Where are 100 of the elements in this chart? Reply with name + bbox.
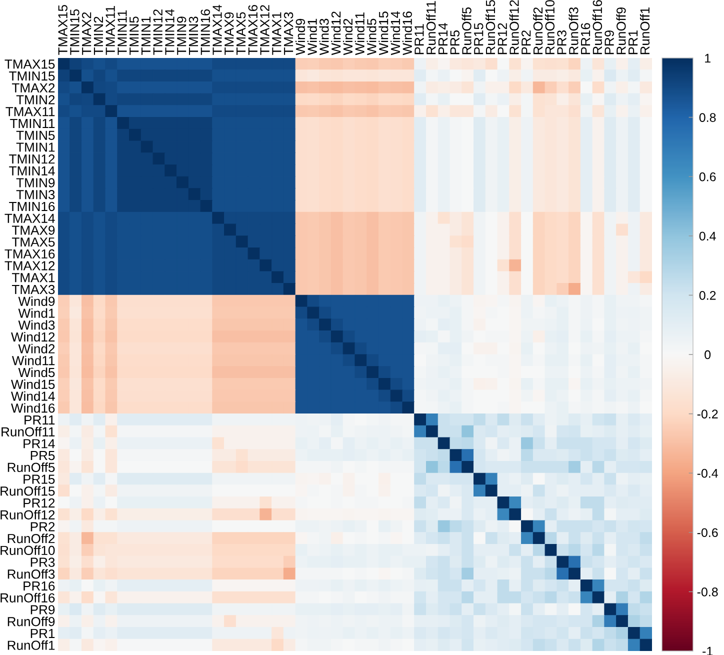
x-tick-label: PR3 bbox=[557, 30, 566, 54]
y-tick-label: PR11 bbox=[24, 415, 55, 424]
x-tick-label: RunOff2 bbox=[533, 7, 543, 54]
color-bar-label: 0.2 bbox=[699, 291, 716, 300]
x-tick-label: Wind9 bbox=[295, 18, 306, 56]
y-tick-label: Wind15 bbox=[11, 379, 55, 390]
y-tick-label: PR3 bbox=[30, 558, 55, 567]
x-tick-label: PR9 bbox=[604, 30, 614, 54]
y-tick-label: TMAX3 bbox=[12, 284, 55, 294]
x-tick-label: PR1 bbox=[628, 30, 638, 54]
x-tick-label: RunOff15 bbox=[486, 0, 496, 54]
x-tick-label: RunOff16 bbox=[592, 0, 602, 54]
y-tick-label: Wind5 bbox=[18, 368, 55, 378]
y-tick-label: TMIN16 bbox=[9, 202, 55, 212]
x-tick-label: TMIN1 bbox=[141, 16, 150, 55]
x-tick-label: PR12 bbox=[498, 23, 507, 54]
y-tick-label: TMIN3 bbox=[16, 190, 55, 200]
x-tick-label: PR2 bbox=[522, 30, 531, 54]
y-tick-label: Wind3 bbox=[18, 320, 55, 330]
x-tick-label: TMIN3 bbox=[188, 16, 198, 55]
x-tick-label: Wind5 bbox=[366, 18, 376, 56]
x-tick-label: TMAX3 bbox=[284, 12, 294, 55]
y-tick-label: RunOff12 bbox=[0, 510, 55, 520]
x-tick-label: Wind14 bbox=[390, 11, 400, 56]
x-tick-label: TMIN2 bbox=[94, 16, 103, 55]
y-tick-label: TMAX11 bbox=[6, 107, 55, 116]
x-tick-label: RunOff1 bbox=[640, 7, 650, 54]
y-tick-label: Wind14 bbox=[11, 391, 55, 401]
y-tick-label: PR9 bbox=[30, 605, 55, 614]
x-tick-label: Wind15 bbox=[378, 12, 388, 56]
y-tick-label: TMIN1 bbox=[16, 142, 55, 152]
y-tick-label: PR12 bbox=[24, 498, 55, 508]
x-tick-label: RunOff9 bbox=[616, 7, 626, 54]
y-tick-label: Wind9 bbox=[18, 296, 55, 306]
x-tick-label: PR16 bbox=[580, 23, 590, 54]
y-tick-label: PR15 bbox=[24, 474, 55, 484]
x-tick-label: TMAX2 bbox=[82, 12, 92, 55]
y-tick-label: Wind12 bbox=[11, 332, 55, 342]
y-tick-label: TMAX15 bbox=[4, 60, 55, 69]
y-tick-label: TMAX9 bbox=[12, 226, 55, 235]
x-tick-label: TMIN9 bbox=[177, 16, 186, 55]
y-tick-label: PR1 bbox=[30, 628, 55, 638]
y-tick-label: RunOff9 bbox=[8, 616, 55, 626]
x-tick-label: RunOff10 bbox=[544, 0, 555, 54]
color-bar-label: 0.4 bbox=[699, 232, 716, 241]
y-tick-label: TMIN14 bbox=[9, 166, 55, 176]
x-tick-label: TMIN14 bbox=[165, 9, 174, 55]
color-bar-label: 0 bbox=[704, 350, 711, 360]
y-tick-label: RunOff11 bbox=[2, 426, 55, 436]
x-tick-label: TMAX5 bbox=[236, 12, 246, 55]
y-tick-label: TMAX2 bbox=[12, 83, 55, 92]
x-tick-label: Wind2 bbox=[342, 18, 353, 56]
y-tick-label: RunOff16 bbox=[0, 592, 55, 602]
x-tick-label: PR5 bbox=[450, 30, 460, 54]
color-bar-label: 1 bbox=[705, 54, 710, 63]
y-tick-label: RunOff5 bbox=[8, 462, 55, 472]
y-tick-label: PR5 bbox=[30, 451, 55, 460]
x-tick-label: RunOff5 bbox=[462, 7, 472, 54]
y-tick-label: PR16 bbox=[24, 581, 55, 591]
color-bar-label: -0.6 bbox=[697, 528, 718, 538]
y-tick-label: TMIN15 bbox=[9, 72, 55, 81]
y-tick-label: TMAX16 bbox=[4, 249, 55, 259]
y-tick-label: TMIN12 bbox=[9, 154, 55, 164]
x-tick-label: PR14 bbox=[438, 22, 448, 54]
y-tick-label: TMIN11 bbox=[10, 118, 55, 128]
color-bar-label: -0.8 bbox=[697, 588, 718, 596]
x-tick-label: RunOff3 bbox=[568, 7, 578, 54]
y-tick-label: TMIN5 bbox=[16, 130, 55, 140]
y-tick-label: Wind11 bbox=[12, 356, 55, 366]
y-tick-label: TMAX5 bbox=[12, 238, 55, 247]
y-tick-label: RunOff2 bbox=[8, 534, 55, 544]
color-bar-label: 0.6 bbox=[699, 172, 716, 182]
x-tick-label: TMIN12 bbox=[153, 9, 162, 55]
x-tick-label: TMAX14 bbox=[212, 4, 222, 55]
x-tick-label: Wind16 bbox=[402, 12, 412, 56]
x-tick-label: Wind11 bbox=[354, 12, 364, 56]
color-bar-label: -0.4 bbox=[697, 468, 718, 478]
y-tick-label: TMIN9 bbox=[16, 178, 55, 188]
y-tick-label: RunOff10 bbox=[0, 545, 55, 556]
x-tick-label: TMAX12 bbox=[260, 5, 270, 55]
y-tick-label: RunOff15 bbox=[0, 486, 55, 496]
x-tick-label: RunOff12 bbox=[509, 0, 519, 54]
y-tick-label: TMAX12 bbox=[4, 261, 55, 270]
y-tick-label: TMIN2 bbox=[16, 95, 55, 104]
x-tick-label: PR11 bbox=[414, 24, 424, 54]
x-tick-label: Wind1 bbox=[307, 18, 317, 56]
x-tick-label: TMIN11 bbox=[118, 10, 127, 55]
x-tick-label: TMAX11 bbox=[106, 6, 115, 55]
x-tick-label: TMIN5 bbox=[130, 16, 139, 55]
x-tick-label: Wind12 bbox=[331, 12, 341, 56]
y-tick-label: TMAX1 bbox=[12, 273, 55, 282]
x-tick-label: RunOff11 bbox=[426, 1, 436, 54]
y-tick-label: PR2 bbox=[30, 522, 55, 532]
x-tick-label: PR15 bbox=[474, 23, 484, 54]
x-tick-label: TMAX9 bbox=[224, 12, 234, 55]
x-tick-label: TMAX16 bbox=[248, 5, 258, 55]
y-tick-label: TMAX14 bbox=[4, 214, 55, 223]
y-tick-label: Wind2 bbox=[18, 344, 55, 354]
x-tick-label: TMIN16 bbox=[200, 9, 210, 55]
y-tick-label: RunOff1 bbox=[8, 640, 55, 650]
